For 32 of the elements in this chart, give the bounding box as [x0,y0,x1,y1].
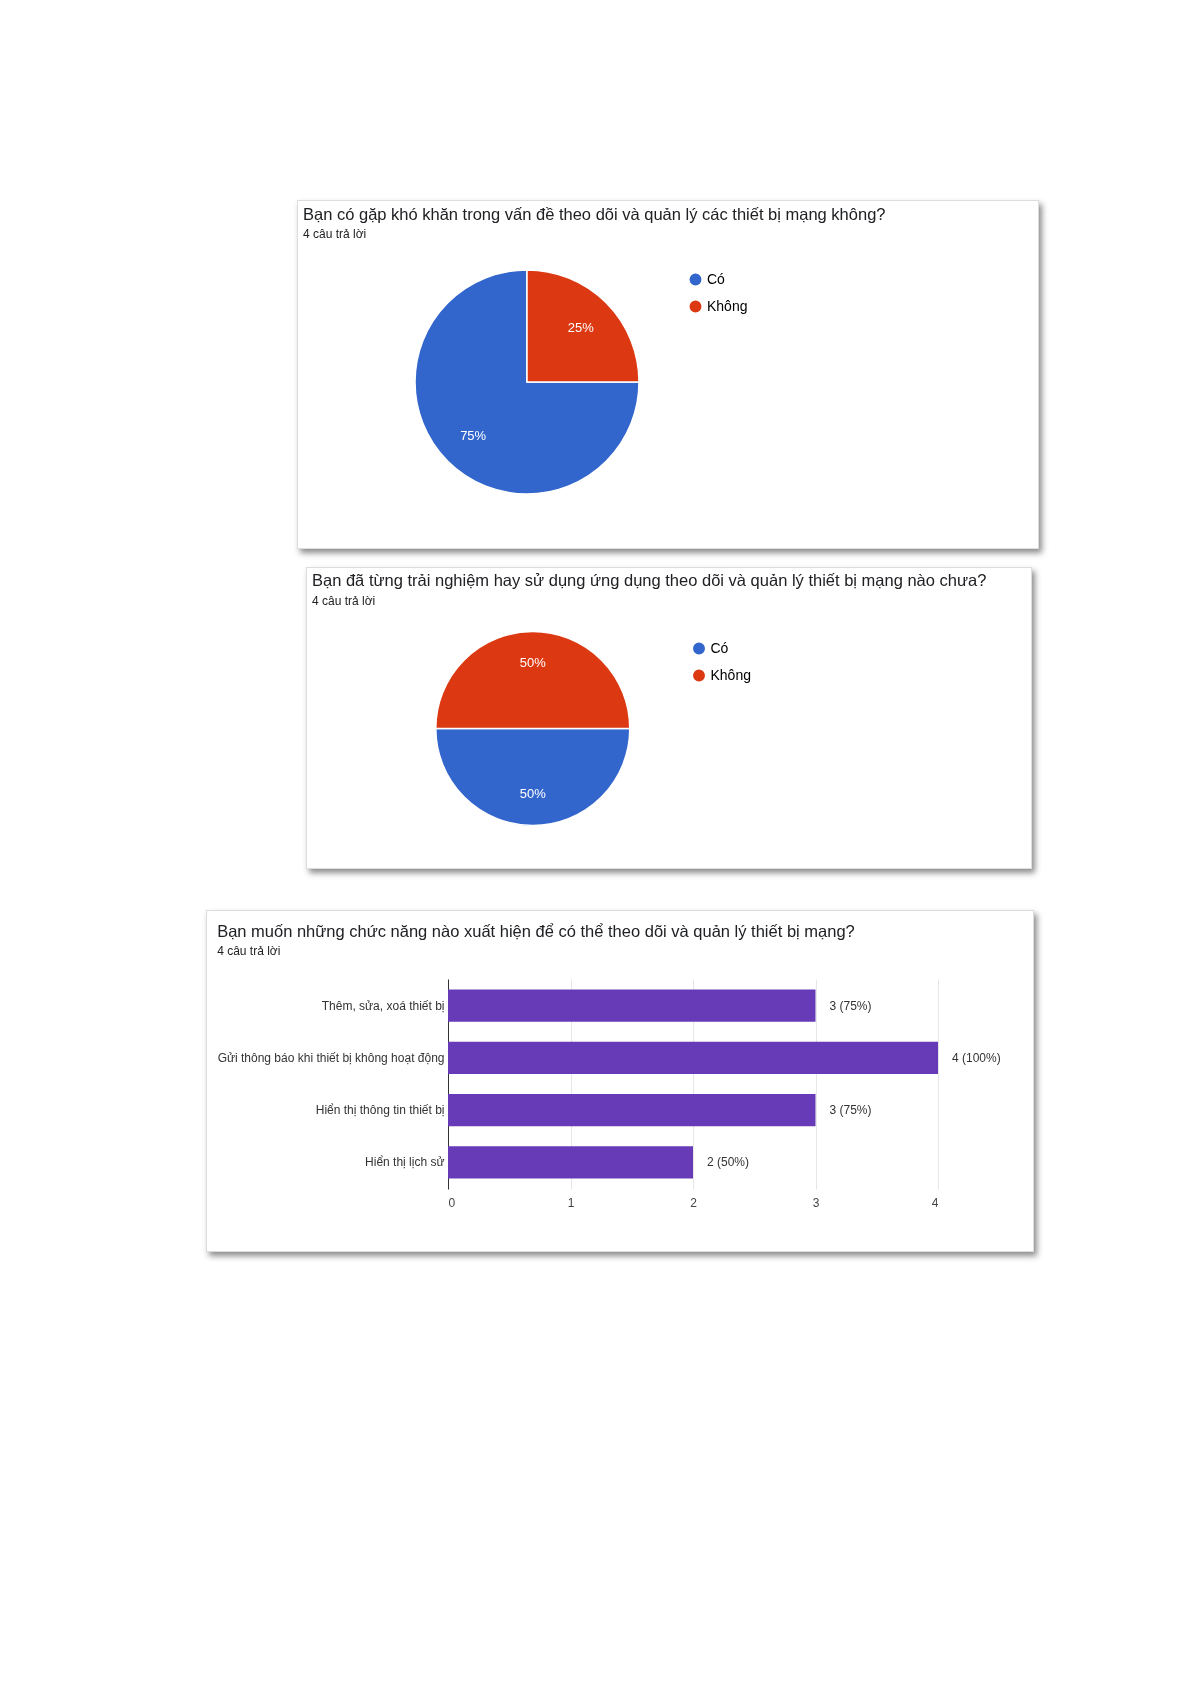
bar [448,1146,693,1179]
data-label: 3 (75%) [829,998,872,1013]
x-tick-label: 1 [567,1195,575,1210]
chart-title: Bạn đã từng trải nghiệm hay sử dụng ứng dụng theo dõi và quản lý thiết bị mạng nào chưa? [312,571,987,589]
x-tick-label: 3 [812,1195,820,1210]
pie-slice [414,269,640,495]
bar [448,1041,938,1075]
data-label: 50% [519,786,547,802]
data-label: 25% [567,320,595,336]
x-tick-label: 4 [931,1195,939,1210]
data-label: 3 (75%) [829,1103,872,1118]
data-label: 50% [519,654,547,670]
text: 4 câu trả lời [217,944,281,958]
chart-subtitle: 4 câu trả lời [303,227,367,241]
data-label: 2 (50%) [707,1155,750,1170]
chart-title: Bạn có gặp khó khăn trong vấn đề theo dõi và quản lý các thiết bị mạng không? [303,204,886,223]
legend-label: Có [710,639,729,656]
y-tick-label: Hiển thị lịch sử [365,1155,445,1170]
y-tick-label: Hiển thị thông tin thiết bị [315,1103,445,1118]
legend-label: Không [707,297,748,314]
bar [448,989,816,1022]
chart-subtitle: 4 câu trả lời [312,593,376,608]
legend-label: Không [710,666,751,683]
chart-title: Bạn muốn những chức năng nào xuất hiện để có thể theo dõi và quản lý thiết bị mạng? [217,921,855,940]
y-tick-label: Gửi thông báo khi thiết bị không hoạt động [217,1050,445,1065]
data-label: 75% [460,427,487,443]
legend-label: Có [707,270,726,287]
data-label: 4 (100%) [952,1050,1001,1065]
x-tick-label: 0 [448,1195,456,1210]
x-tick-label: 2 [690,1195,698,1210]
bar [448,1093,816,1127]
y-tick-label: Thêm, sửa, xoá thiết bị [321,998,445,1013]
